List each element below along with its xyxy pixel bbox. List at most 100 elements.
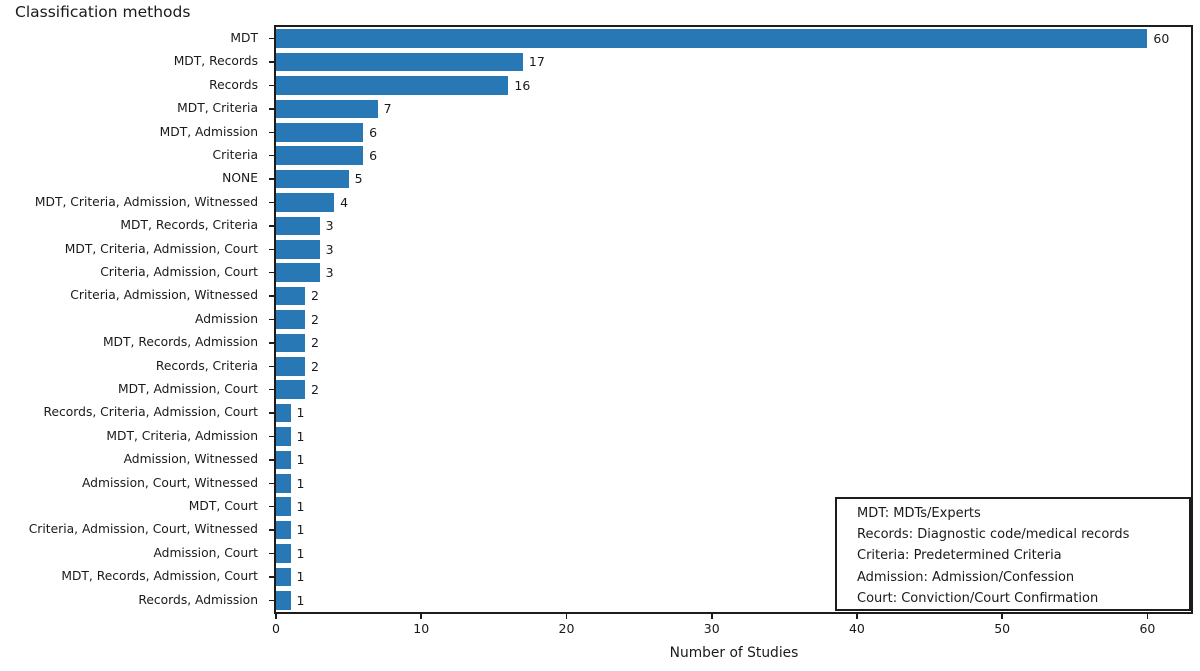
x-tick-mark [856, 614, 858, 619]
y-tick-mark [269, 435, 274, 438]
bar [276, 590, 291, 610]
bar-value-label: 1 [296, 545, 305, 561]
x-axis-title: Number of Studies [669, 645, 799, 661]
bar [276, 263, 320, 283]
y-axis-category-label: Criteria, Admission, Witnessed [70, 288, 258, 303]
x-tick-mark [710, 614, 713, 619]
legend-line: Court: Conviction/Court Confirmation [857, 590, 1099, 606]
bar-value-label: 1 [296, 522, 305, 538]
bar-value-label: 60 [1153, 31, 1170, 46]
legend-line: Admission: Admission/Confession [857, 569, 1075, 585]
bar [276, 333, 306, 353]
bar-value-label: 1 [296, 499, 305, 514]
bar-value-label: 2 [311, 288, 319, 304]
bar [276, 473, 291, 493]
y-axis-category-label: Records [209, 77, 258, 92]
y-tick-mark [269, 271, 274, 274]
bar-value-label: 6 [369, 124, 378, 140]
y-axis-category-label: MDT, Criteria, Admission, Witnessed [34, 194, 258, 209]
bar [276, 216, 320, 236]
y-axis-category-label: Admission [195, 311, 258, 326]
bar [276, 356, 306, 376]
y-axis-category-label: MDT, Records [173, 54, 258, 69]
y-axis-category-label: MDT [230, 31, 258, 45]
y-axis-category-label: MDT, Records, Admission [102, 335, 258, 350]
bar-value-label: 2 [311, 311, 319, 327]
bar-value-label: 1 [296, 452, 305, 468]
legend-box: MDT: MDTs/Experts Records: Diagnostic cod… [835, 497, 1191, 611]
y-axis-category-label: NONE [222, 171, 258, 186]
y-axis-category-label: Criteria, Admission, Court [100, 265, 258, 279]
y-axis-category-label: Criteria, Admission, Court, Witnessed [28, 522, 258, 537]
legend-line: Records: Diagnostic code/medical records [857, 527, 1130, 543]
plot-area: 60 17 16 7 6 6 5 4 3 3 3 2 2 2 2 2 1 1 1 1 1 1 1 1 1 [274, 25, 1193, 614]
y-axis-category-label: Records, Admission [138, 592, 258, 607]
y-tick-mark [269, 225, 274, 227]
x-tick-label: 0 [272, 621, 280, 636]
bar-value-label: 3 [325, 265, 334, 280]
bar [276, 427, 291, 446]
bar-value-label: 1 [296, 592, 305, 608]
bar-value-label: 1 [296, 569, 305, 585]
x-tick-label: 10 [413, 621, 430, 636]
y-axis-category-label: MDT, Court [188, 499, 258, 513]
y-axis-category-label: MDT, Admission [159, 124, 258, 139]
bar [276, 380, 306, 400]
y-tick-mark [269, 248, 274, 251]
y-axis-category-label: Records, Criteria, Admission, Court [43, 405, 258, 420]
bar [276, 76, 509, 95]
x-tick-mark [1001, 614, 1003, 619]
y-tick-mark [269, 529, 274, 531]
x-tick-label: 60 [1139, 621, 1156, 636]
chart-title: Classification methods [15, 3, 191, 21]
bar [276, 567, 291, 587]
bar [276, 193, 335, 212]
x-tick-mark [275, 614, 277, 619]
bar-value-label: 1 [296, 475, 305, 491]
legend-line: Criteria: Predetermined Criteria [857, 548, 1062, 564]
x-tick-mark [1146, 614, 1149, 619]
bar-value-label: 2 [311, 335, 319, 351]
bar [276, 310, 306, 329]
y-tick-mark [269, 131, 274, 134]
y-tick-mark [269, 505, 274, 508]
bar-value-label: 6 [369, 148, 378, 163]
x-tick-mark [420, 614, 423, 619]
y-tick-mark [269, 388, 274, 391]
y-tick-mark [269, 178, 274, 180]
y-tick-mark [269, 37, 274, 40]
y-tick-mark [269, 576, 274, 578]
bar-value-label: 16 [514, 77, 531, 93]
bar-value-label: 1 [296, 405, 305, 421]
bar [276, 52, 523, 72]
y-tick-mark [269, 412, 274, 414]
y-tick-mark [269, 552, 274, 555]
x-tick-label: 40 [848, 621, 865, 636]
y-axis-category-label: MDT, Criteria, Admission [106, 428, 258, 443]
y-axis-category-label: MDT, Records, Criteria [120, 218, 258, 233]
y-axis-category-label: Admission, Court [153, 545, 258, 560]
bar [276, 520, 291, 540]
legend-line: MDT: MDTs/Experts [857, 506, 981, 521]
bar-value-label: 2 [311, 358, 319, 374]
bar-value-label: 3 [325, 218, 334, 234]
bar-value-label: 5 [354, 171, 363, 187]
bar-value-label: 1 [296, 428, 305, 444]
bar-value-label: 2 [311, 382, 319, 397]
bar-value-label: 17 [528, 54, 545, 70]
y-axis-category-label: Admission, Witnessed [123, 452, 258, 467]
y-tick-mark [269, 84, 274, 87]
bar-value-label: 4 [340, 194, 349, 210]
y-axis-category-label: MDT, Records, Admission, Court [61, 569, 258, 584]
bar [276, 450, 291, 470]
y-tick-mark [269, 318, 274, 321]
y-tick-mark [269, 365, 274, 368]
bar [276, 544, 291, 563]
y-axis-category-label: MDT, Admission, Court [118, 382, 258, 396]
x-tick-label: 50 [994, 621, 1011, 636]
y-axis-category-label: Criteria [212, 148, 258, 162]
y-tick-mark [269, 295, 274, 297]
y-tick-mark [269, 599, 274, 602]
y-axis-labels: MDT MDT, Records Records MDT, Criteria MDT, … [0, 27, 266, 612]
x-tick-label: 30 [703, 621, 720, 636]
